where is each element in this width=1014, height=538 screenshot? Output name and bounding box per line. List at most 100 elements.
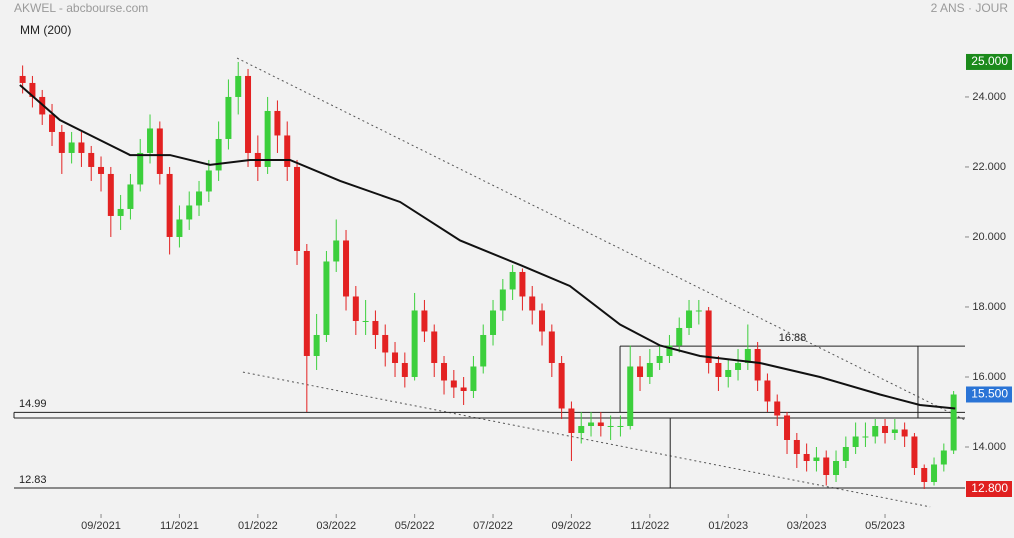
candle-body xyxy=(274,110,281,136)
x-tick-label: 11/2021 xyxy=(160,520,199,532)
candle-body xyxy=(940,450,947,465)
candle-body xyxy=(539,310,546,332)
candle-body xyxy=(656,355,663,363)
chart-subtitle: 2 ANS · JOUR xyxy=(931,1,1009,15)
candle-body xyxy=(901,429,908,437)
candle-body xyxy=(176,219,183,237)
candle-body xyxy=(58,131,65,153)
candle-body xyxy=(842,446,849,461)
candle-body xyxy=(313,334,320,356)
candle-body xyxy=(519,271,526,297)
price-badge-label: 25.000 xyxy=(971,54,1008,68)
candle-body xyxy=(744,348,751,363)
candle-body xyxy=(107,173,114,216)
candle-body xyxy=(891,429,898,433)
candle-body xyxy=(548,331,555,363)
candle-body xyxy=(490,310,497,335)
candle-body xyxy=(186,205,193,220)
y-tick-label: 24.000 xyxy=(972,91,1006,103)
candle-body xyxy=(852,436,859,447)
candle-body xyxy=(441,362,448,381)
candle-body xyxy=(754,348,761,381)
candle-body xyxy=(88,152,95,167)
candle-body xyxy=(931,464,938,482)
level-label: 12.83 xyxy=(19,474,47,486)
x-tick-label: 05/2022 xyxy=(395,520,435,532)
candle-body xyxy=(49,114,56,132)
candle-body xyxy=(735,362,742,370)
candle-body xyxy=(882,425,889,433)
candle-body xyxy=(19,75,26,83)
candle-body xyxy=(784,415,791,440)
candle-body xyxy=(98,166,105,174)
candle-body xyxy=(235,75,242,97)
candle-body xyxy=(294,166,301,251)
candle-body xyxy=(529,296,536,311)
candle-body xyxy=(401,362,408,377)
candle-body xyxy=(117,208,124,216)
candle-body xyxy=(715,362,722,377)
candle-body xyxy=(725,369,732,377)
candle-body xyxy=(617,425,624,427)
candle-body xyxy=(450,380,457,388)
y-tick-label: 22.000 xyxy=(972,161,1006,173)
candle-body xyxy=(666,345,673,356)
candle-body xyxy=(705,310,712,363)
candle-body xyxy=(411,310,418,377)
candle-body xyxy=(578,425,585,433)
candle-body xyxy=(343,240,350,297)
candle-body xyxy=(921,467,928,482)
candle-body xyxy=(470,366,477,391)
candle-body xyxy=(793,439,800,454)
x-tick-label: 03/2023 xyxy=(787,520,827,532)
candle-body xyxy=(303,250,310,356)
candle-body xyxy=(637,366,644,377)
candle-body xyxy=(196,191,203,206)
trendline xyxy=(236,57,966,421)
price-badge-label: 15.500 xyxy=(971,387,1008,401)
candle-body xyxy=(862,436,869,438)
level-label: 16.88 xyxy=(779,332,807,344)
candle-body xyxy=(137,152,144,185)
x-tick-label: 01/2023 xyxy=(708,520,748,532)
candle-body xyxy=(627,366,634,426)
price-badge xyxy=(966,386,1012,403)
candle-body xyxy=(607,425,614,427)
candle-body xyxy=(147,128,154,153)
candle-body xyxy=(597,422,604,426)
candle-body xyxy=(695,310,702,312)
candle-body xyxy=(872,425,879,437)
candle-body xyxy=(803,453,810,461)
level-label: 14.99 xyxy=(19,398,47,410)
legend-entry: MM (200) xyxy=(20,23,71,37)
candle-body xyxy=(421,310,428,332)
candle-body xyxy=(264,110,271,167)
candle-body xyxy=(392,352,399,363)
x-tick-label: 09/2022 xyxy=(552,520,592,532)
candle-body xyxy=(676,327,683,346)
candle-body xyxy=(823,457,830,475)
candle-body xyxy=(323,261,330,335)
candle-body xyxy=(29,82,36,97)
candle-body xyxy=(558,362,565,409)
trendline xyxy=(242,371,931,508)
price-badge-label: 12.800 xyxy=(971,481,1008,495)
x-tick-label: 11/2022 xyxy=(630,520,669,532)
candle-body xyxy=(284,135,291,167)
candle-body xyxy=(460,387,467,391)
candle-body xyxy=(205,170,212,192)
candle-body xyxy=(352,296,359,321)
candle-body xyxy=(225,96,232,139)
candle-body xyxy=(215,138,222,171)
candle-body xyxy=(166,173,173,237)
x-tick-label: 05/2023 xyxy=(865,520,905,532)
candle-body xyxy=(950,394,957,451)
candle-body xyxy=(480,334,487,367)
y-tick-label: 16.000 xyxy=(972,371,1006,383)
y-tick-label: 14.000 xyxy=(972,441,1006,453)
chart-title: AKWEL - abcbourse.com xyxy=(14,1,148,15)
candle-body xyxy=(813,457,820,461)
candle-body xyxy=(431,331,438,363)
